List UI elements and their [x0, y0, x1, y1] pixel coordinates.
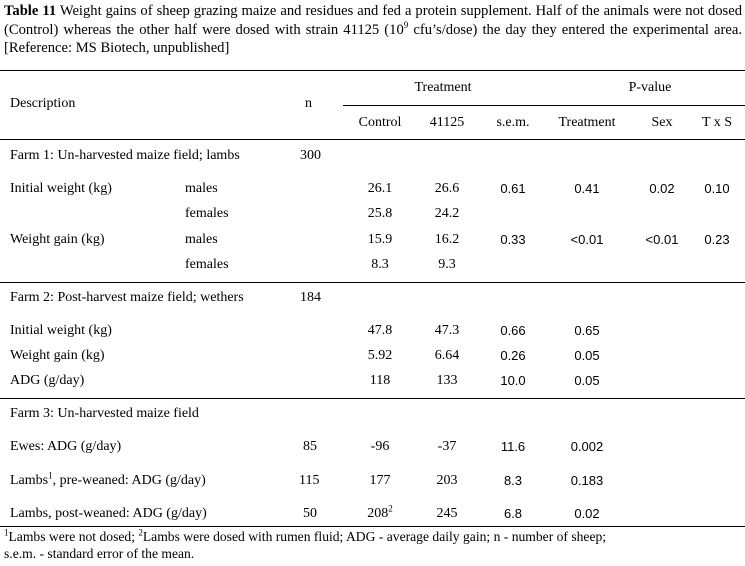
cell-control: 118 — [369, 373, 391, 388]
cell-control: -96 — [370, 439, 390, 454]
row-description-b: , pre-weaned: ADG (g/day) — [52, 473, 206, 488]
cell-strain: 133 — [436, 373, 458, 388]
header-treatment: Treatment — [414, 80, 472, 95]
cell-p-treatment: 0.41 — [574, 181, 600, 196]
header-p-txs: T x S — [701, 115, 733, 130]
cell-control: 8.3 — [371, 257, 389, 272]
cell-p-txs: 0.23 — [704, 232, 730, 247]
footnote-marker: 1 — [4, 527, 9, 538]
row-description: Weight gain (kg) — [10, 348, 105, 363]
header-pvalue: P-value — [628, 80, 672, 95]
header-n: n — [305, 96, 312, 111]
table-label: Table 11 — [4, 3, 57, 19]
row-description: Lambs, post-weaned: ADG (g/day) — [10, 506, 207, 521]
cell-strain: 47.3 — [434, 323, 460, 338]
cell-p-treatment: 0.05 — [574, 348, 600, 363]
row-subgroup: females — [185, 206, 229, 221]
caption-text-a: Weight gains of sheep grazing maize and … — [4, 3, 742, 38]
header-sub-rule — [343, 105, 745, 106]
cell-strain: -37 — [437, 439, 457, 454]
cell-strain: 245 — [436, 506, 458, 521]
cell-p-treatment: 0.002 — [570, 439, 604, 454]
top-rule — [0, 70, 745, 71]
footnote-marker: 1 — [48, 470, 53, 481]
farm2-title: Farm 2: Post-harvest maize field; wether… — [10, 290, 244, 305]
footnote-marker: 2 — [138, 527, 143, 538]
cell-sem: 0.26 — [500, 348, 526, 363]
cell-control: 25.8 — [367, 206, 393, 221]
farm2-n: 184 — [300, 290, 321, 305]
row-description: ADG (g/day) — [10, 373, 85, 388]
row-description: Lambs1, pre-weaned: ADG (g/day) — [10, 470, 206, 489]
farm2-bottom-rule — [0, 398, 745, 399]
footnote-text-1: Lambs were not dosed; — [8, 529, 139, 544]
row-description: Weight gain (kg) — [10, 232, 105, 247]
cell-control: 5.92 — [367, 348, 393, 363]
cell-sem: 0.33 — [500, 232, 526, 247]
cell-strain: 16.2 — [434, 232, 460, 247]
header-p-treatment: Treatment — [558, 115, 616, 130]
cell-control: 2082 — [353, 503, 407, 522]
cell-p-sex: <0.01 — [645, 232, 679, 247]
cell-sem: 0.61 — [500, 181, 526, 196]
cell-sem: 8.3 — [503, 473, 523, 488]
cell-sem: 0.66 — [500, 323, 526, 338]
cell-strain: 26.6 — [434, 181, 460, 196]
row-description: Initial weight (kg) — [10, 323, 112, 338]
footnote-line-2: s.e.m. - standard error of the mean. — [4, 545, 195, 561]
cell-strain: 9.3 — [438, 257, 456, 272]
row-description: Ewes: ADG (g/day) — [10, 439, 122, 454]
farm1-title: Farm 1: Un-harvested maize field; lambs — [10, 148, 240, 163]
farm1-bottom-rule — [0, 282, 745, 283]
row-subgroup: males — [185, 232, 218, 247]
table-caption: Table 11 Weight gains of sheep grazing m… — [4, 2, 742, 58]
row-subgroup: males — [185, 181, 218, 196]
row-description-a: Lambs — [10, 473, 49, 488]
caption-text-b: cfu’s/dose) the day they entered the exp… — [4, 21, 742, 57]
header-strain: 41125 — [429, 115, 465, 130]
header-p-sex: Sex — [651, 115, 673, 130]
header-control: Control — [358, 115, 402, 130]
cell-p-treatment: 0.183 — [570, 473, 604, 488]
cell-p-treatment: <0.01 — [570, 232, 604, 247]
farm3-title: Farm 3: Un-harvested maize field — [10, 406, 199, 421]
header-bottom-rule — [0, 139, 745, 140]
row-subgroup: females — [185, 257, 229, 272]
footnote-marker: 2 — [388, 503, 393, 514]
cell-strain: 203 — [436, 473, 458, 488]
cell-strain: 24.2 — [434, 206, 460, 221]
cell-control-value: 208 — [367, 506, 389, 521]
cell-control: 47.8 — [367, 323, 393, 338]
cell-p-treatment: 0.02 — [574, 506, 600, 521]
footnote-text-2: Lambs were dosed with rumen fluid; ADG -… — [142, 529, 607, 544]
table-bottom-rule — [0, 526, 745, 527]
cell-n: 50 — [303, 506, 317, 521]
caption-exponent: 9 — [403, 19, 409, 30]
farm1-n: 300 — [300, 148, 321, 163]
cell-p-treatment: 0.05 — [574, 373, 600, 388]
cell-p-sex: 0.02 — [649, 181, 675, 196]
cell-control: 177 — [369, 473, 391, 488]
cell-sem: 11.6 — [500, 439, 526, 454]
cell-p-txs: 0.10 — [704, 181, 730, 196]
table-footnote: 1Lambs were not dosed; 2Lambs were dosed… — [4, 527, 744, 562]
cell-sem: 10.0 — [500, 373, 526, 388]
cell-n: 115 — [299, 473, 320, 488]
row-description: Initial weight (kg) — [10, 181, 112, 196]
header-description: Description — [10, 96, 76, 111]
header-sem: s.e.m. — [496, 115, 530, 130]
cell-control: 15.9 — [367, 232, 393, 247]
cell-strain: 6.64 — [434, 348, 460, 363]
cell-p-treatment: 0.65 — [574, 323, 600, 338]
cell-n: 85 — [303, 439, 317, 454]
cell-control: 26.1 — [367, 181, 393, 196]
cell-sem: 6.8 — [503, 506, 523, 521]
